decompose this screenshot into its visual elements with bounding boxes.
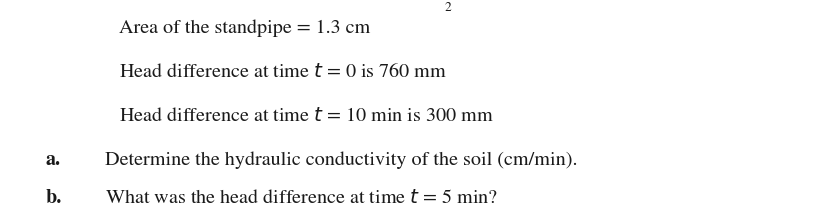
Text: Head difference at time $t$ = 10 min is 300 mm: Head difference at time $t$ = 10 min is …	[119, 107, 494, 125]
Text: What was the head difference at time $t$ = 5 min?: What was the head difference at time $t$…	[95, 189, 497, 204]
Text: 2: 2	[445, 2, 452, 14]
Text: Determine the hydraulic conductivity of the soil (cm/min).: Determine the hydraulic conductivity of …	[95, 151, 577, 169]
Text: Head difference at time $t$ = 0 is 760 mm: Head difference at time $t$ = 0 is 760 m…	[119, 63, 447, 81]
Text: b.: b.	[45, 189, 62, 204]
Text: a.: a.	[45, 151, 60, 169]
Text: Area of the standpipe = 1.3 cm: Area of the standpipe = 1.3 cm	[119, 20, 371, 37]
